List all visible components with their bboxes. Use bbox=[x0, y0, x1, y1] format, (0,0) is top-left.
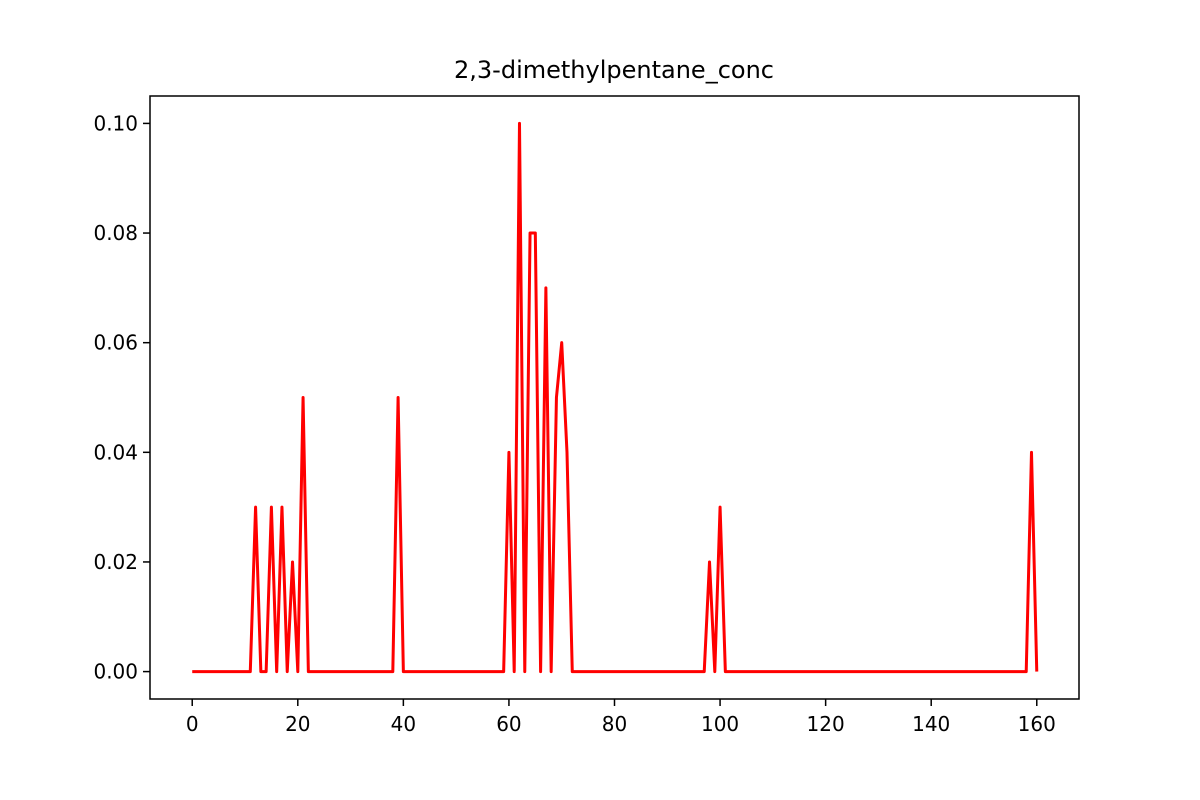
y-axis: 0.00 0.02 0.04 0.06 0.08 0.10 bbox=[93, 111, 150, 684]
x-tick-label: 140 bbox=[912, 712, 950, 736]
y-tick-label: 0.04 bbox=[93, 440, 138, 464]
y-tick-label: 0.10 bbox=[93, 111, 138, 135]
x-tick-label: 40 bbox=[391, 712, 416, 736]
x-tick-label: 20 bbox=[285, 712, 310, 736]
x-tick-label: 100 bbox=[701, 712, 739, 736]
plot-frame bbox=[149, 95, 1080, 700]
series-layer bbox=[192, 121, 1039, 674]
x-axis: 0 20 40 60 80 100 120 140 160 bbox=[186, 699, 1056, 736]
y-tick-label: 0.08 bbox=[93, 221, 138, 245]
x-tick-label: 160 bbox=[1018, 712, 1056, 736]
x-tick-label: 120 bbox=[807, 712, 845, 736]
x-tick-label: 80 bbox=[602, 712, 627, 736]
chart-title: 2,3-dimethylpentane_conc bbox=[454, 56, 774, 84]
y-tick-label: 0.00 bbox=[93, 660, 138, 684]
series-line bbox=[192, 121, 1039, 674]
y-tick-label: 0.06 bbox=[93, 331, 138, 355]
y-tick-label: 0.02 bbox=[93, 550, 138, 574]
x-tick-label: 0 bbox=[186, 712, 199, 736]
x-tick-label: 60 bbox=[496, 712, 521, 736]
